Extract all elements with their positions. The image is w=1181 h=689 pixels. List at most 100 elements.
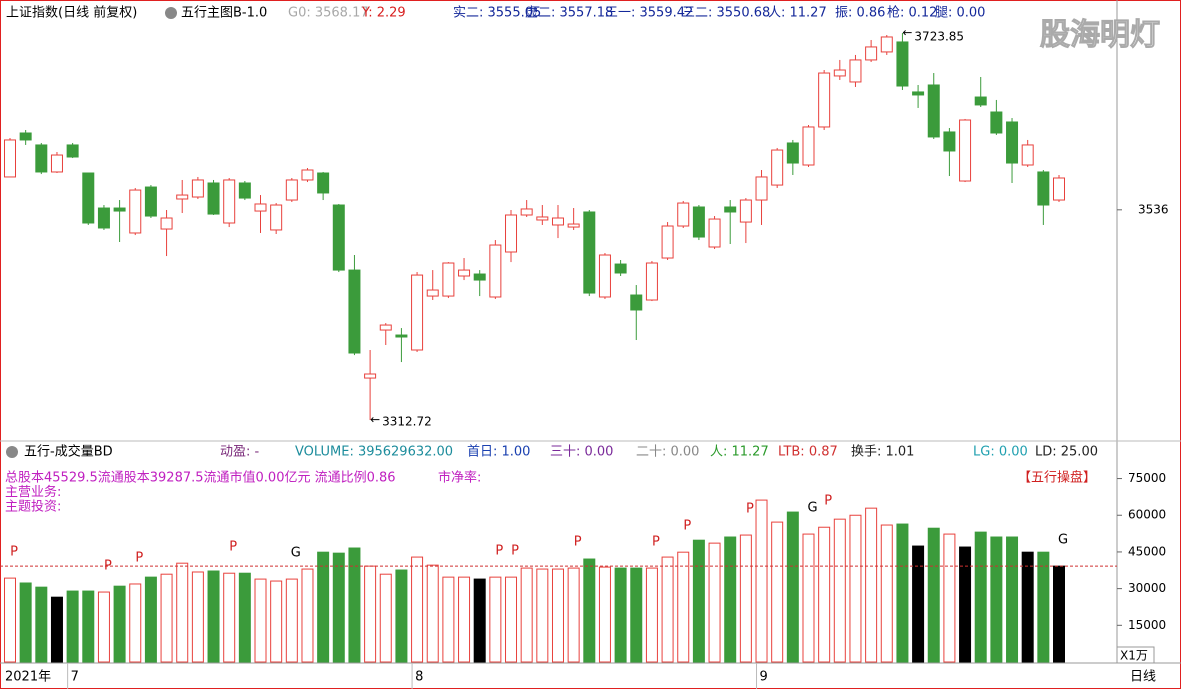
candle-body xyxy=(833,69,846,77)
candle-body xyxy=(379,324,392,331)
volume-bar xyxy=(160,573,173,663)
volume-bar xyxy=(489,576,502,663)
candle-body xyxy=(1037,171,1050,206)
signal-marker: P xyxy=(104,559,112,574)
candle-body xyxy=(943,131,956,152)
readout: 虚二: 3557.18 xyxy=(525,6,613,21)
signal-marker: P xyxy=(683,519,691,534)
volume-bar xyxy=(551,568,564,663)
volume-bar xyxy=(865,507,878,663)
readout: 人: 11.27 xyxy=(768,6,827,21)
candle-body xyxy=(755,176,768,201)
candle-body xyxy=(97,207,110,229)
volume-bar xyxy=(771,521,784,663)
volume-bar xyxy=(207,570,220,663)
x-tick-label: 7 xyxy=(71,670,79,685)
y-tick-label: 30000 xyxy=(1128,581,1166,595)
extreme-label: 3723.85 xyxy=(914,29,964,43)
volume-bar xyxy=(833,518,846,663)
y-tick-label: 60000 xyxy=(1128,508,1166,522)
indicator-name: 五行主图B-1.0 xyxy=(181,6,267,21)
info-extra: 市净率: xyxy=(438,470,481,486)
volume-bar xyxy=(645,567,658,663)
volume-bar xyxy=(959,546,972,663)
readout: 腿: 0.00 xyxy=(935,6,985,21)
volume-bar xyxy=(614,567,627,663)
readout: 二十: 0.00 xyxy=(636,445,699,460)
candle-body xyxy=(959,119,972,182)
info-line: 总股本45529.5流通股本39287.5流通市值0.00亿元 流通比例0.86 xyxy=(5,470,396,486)
readout: 三二: 3550.68 xyxy=(682,6,770,21)
candle-body xyxy=(160,217,173,230)
signal-marker: P xyxy=(824,494,832,509)
volume-bar xyxy=(1037,551,1050,663)
readout: 换手: 1.01 xyxy=(851,445,914,460)
volume-bar xyxy=(912,545,925,663)
candle-body xyxy=(567,223,580,228)
candle-body xyxy=(818,72,831,128)
volume-bar xyxy=(285,578,298,663)
candle-body xyxy=(551,217,564,226)
volume-bar xyxy=(818,526,831,663)
readout: 动盈: - xyxy=(220,445,260,460)
volume-bar xyxy=(97,591,110,663)
candle-body xyxy=(912,91,925,96)
volume-bar xyxy=(348,547,361,663)
candle-body xyxy=(317,172,330,194)
signal-marker: G xyxy=(807,501,817,516)
readout: LD: 25.00 xyxy=(1035,445,1098,460)
candle-body xyxy=(176,194,189,200)
candle-body xyxy=(129,189,142,234)
volume-bar xyxy=(1006,536,1019,663)
candle-body xyxy=(739,199,752,223)
volume-bar xyxy=(176,562,189,663)
volume-bar xyxy=(583,558,596,663)
signal-marker: P xyxy=(10,545,18,560)
signal-marker: P xyxy=(495,544,503,559)
candle-body xyxy=(865,46,878,61)
signal-marker: P xyxy=(511,544,519,559)
extreme-label: 3312.72 xyxy=(382,415,432,429)
period-label: 日线 xyxy=(1130,670,1156,685)
volume-bar xyxy=(880,524,893,663)
unit-box xyxy=(1116,646,1155,664)
panel-title: 五行-成交量BD xyxy=(24,444,113,460)
volume-bar xyxy=(692,539,705,663)
candle-body xyxy=(708,218,721,248)
candle-body xyxy=(771,149,784,186)
candle-body xyxy=(395,334,408,338)
volume-bar xyxy=(724,536,737,663)
candle-body xyxy=(489,244,502,298)
readout: 枪: 0.12 xyxy=(887,5,937,21)
candle-body xyxy=(520,208,533,216)
candle-body xyxy=(802,126,815,166)
candle-body xyxy=(426,289,439,297)
readout: 振: 0.86 xyxy=(835,6,885,21)
candle-body xyxy=(411,274,424,351)
candle-body xyxy=(927,84,940,138)
volume-bar xyxy=(223,572,236,663)
unit-label: X1万 xyxy=(1120,649,1148,663)
candle-body xyxy=(1053,177,1065,201)
candle-body xyxy=(896,41,909,87)
candle-body xyxy=(238,182,251,199)
volume-bar xyxy=(990,536,1003,663)
volume-bar xyxy=(144,576,157,663)
y-tick-label: 3536 xyxy=(1138,202,1169,216)
indicator-icon[interactable] xyxy=(6,446,18,458)
volume-bar xyxy=(786,511,799,663)
volume-bar xyxy=(301,568,314,663)
volume-bar xyxy=(458,576,471,663)
indicator-icon[interactable] xyxy=(165,7,177,19)
extreme-arrow: ← xyxy=(902,25,912,39)
signal-marker: P xyxy=(746,502,754,517)
candle-body xyxy=(66,144,79,158)
candle-body xyxy=(458,269,471,277)
volume-bar xyxy=(1021,551,1034,663)
signal-marker: G xyxy=(291,546,301,561)
info-line: 主营业务: xyxy=(5,484,61,500)
candle-body xyxy=(630,294,643,311)
volume-bar xyxy=(66,590,79,663)
candle-body xyxy=(332,204,345,271)
